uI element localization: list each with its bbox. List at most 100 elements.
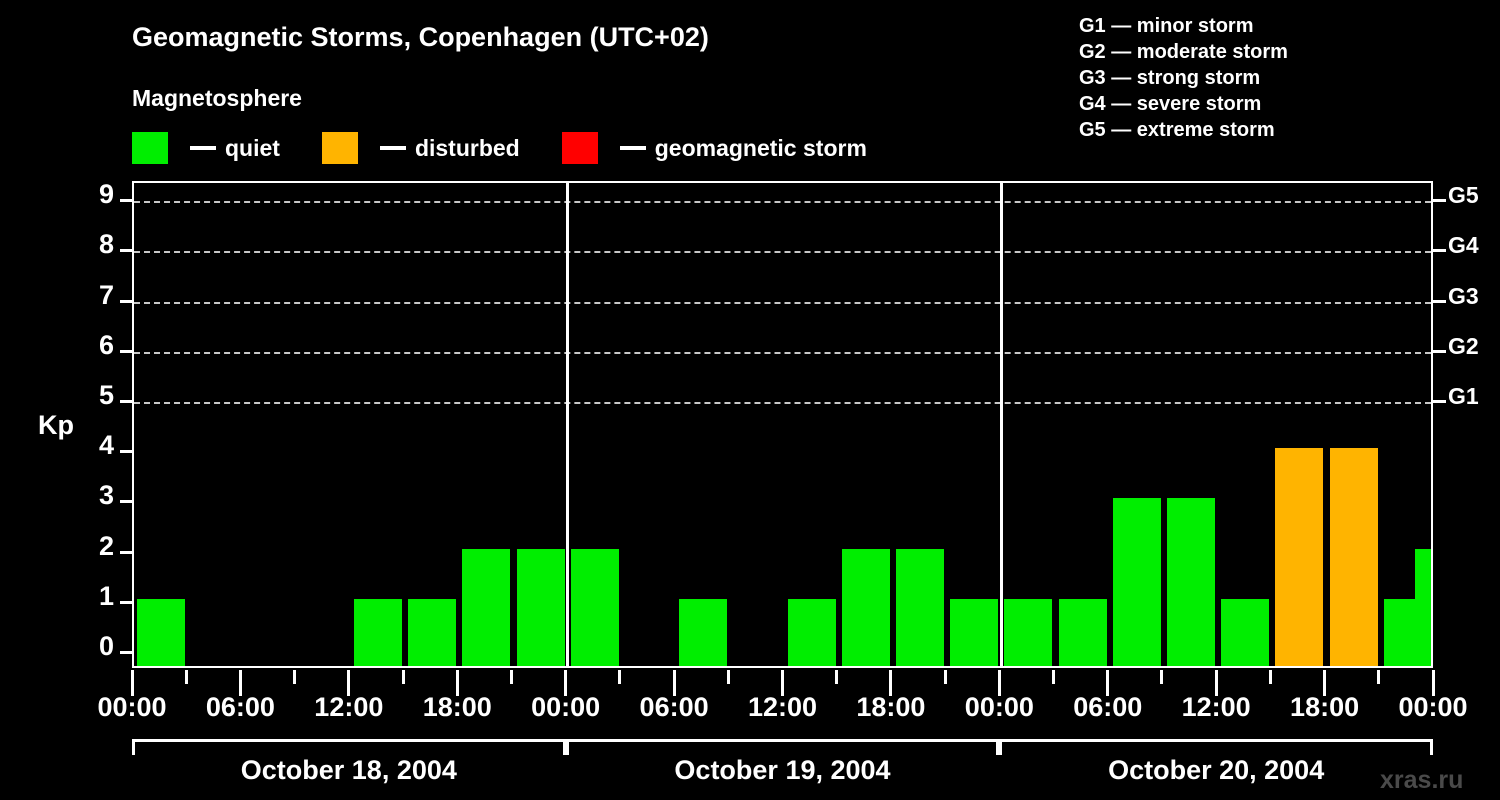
y-tick-label-9: 9	[98, 179, 114, 210]
bar-0600-kp1	[679, 598, 728, 666]
x-tick-19	[1160, 670, 1164, 684]
plot-inner	[134, 183, 1431, 666]
x-tick-9	[618, 670, 622, 684]
x-tick-24	[1431, 670, 1435, 696]
legend-dash-icon	[190, 146, 216, 150]
legend-entry-geomagnetic-storm: geomagnetic storm	[561, 132, 867, 164]
y-tick-label-0: 0	[98, 631, 114, 661]
x-tick-5	[401, 670, 405, 684]
y-tick-7	[120, 299, 133, 303]
bar-1800-kp2	[896, 548, 945, 666]
g-tick-G5	[1433, 199, 1446, 203]
y-tick-label-2: 2	[98, 530, 114, 561]
chart-subtitle: Magnetosphere	[132, 85, 302, 111]
x-tick-23	[1377, 670, 1381, 684]
x-tick-22	[1323, 670, 1327, 696]
x-tick-label-12: 00:00	[1398, 692, 1468, 722]
page-title: Geomagnetic Storms, Copenhagen (UTC+02)	[132, 22, 709, 52]
x-tick-label-4: 00:00	[531, 692, 601, 722]
y-tick-label-8: 8	[98, 229, 114, 260]
bar-0600-kp3	[1112, 498, 1161, 666]
legend-entry-quiet: quiet	[132, 132, 280, 164]
storm-swatch	[561, 132, 598, 164]
day-bracket-3	[999, 739, 1433, 755]
g-axis-label-G3: G3	[1448, 282, 1479, 309]
x-tick-14	[889, 670, 893, 696]
y-tick-6	[120, 349, 133, 353]
y-tick-label-5: 5	[98, 380, 114, 410]
quiet-swatch	[132, 132, 168, 164]
y-tick-label-3: 3	[98, 480, 114, 511]
x-tick-4	[347, 670, 351, 696]
x-tick-2	[238, 670, 242, 696]
g-legend-line-1: G1 — minor storm	[1079, 15, 1254, 37]
g-axis-label-G2: G2	[1448, 332, 1479, 359]
bar-1500-kp4	[1275, 448, 1324, 666]
x-tick-6	[455, 670, 459, 696]
x-tick-13	[835, 670, 839, 684]
x-tick-11	[726, 670, 730, 684]
bar-0000-kp1	[1004, 598, 1053, 666]
x-tick-15	[943, 670, 947, 684]
g-axis-label-G1: G1	[1448, 383, 1479, 409]
bar-1800-kp2	[462, 548, 511, 666]
day-bracket-2	[565, 739, 1000, 755]
y-axis-title: Kp	[38, 410, 74, 440]
bar-0000-kp2	[570, 548, 619, 666]
x-tick-label-10: 12:00	[1181, 692, 1251, 722]
y-tick-2	[120, 550, 133, 554]
x-tick-12	[781, 670, 784, 696]
y-tick-0	[120, 651, 133, 654]
bar-1500-kp1	[408, 598, 457, 666]
y-tick-9	[120, 199, 133, 203]
y-tick-label-6: 6	[98, 329, 114, 360]
day-label-1: October 18, 2004	[240, 755, 457, 785]
bar-0900-kp3	[1167, 498, 1216, 666]
x-tick-10	[672, 670, 676, 696]
x-tick-label-3: 18:00	[422, 692, 492, 722]
g-tick-G2	[1433, 349, 1446, 353]
g-legend-line-3: G3 — strong storm	[1079, 67, 1261, 89]
color-legend: quiet disturbed geomagnetic storm	[132, 132, 909, 164]
x-tick-17	[1052, 670, 1056, 684]
y-tick-label-7: 7	[98, 279, 114, 310]
day-separator	[566, 183, 570, 666]
g-axis-label-G5: G5	[1448, 182, 1479, 209]
y-tick-8	[120, 249, 133, 253]
y-tick-5	[120, 400, 133, 403]
disturbed-swatch	[321, 132, 358, 164]
x-tick-0	[130, 670, 134, 696]
g-legend-line-5: G5 — extreme storm	[1079, 119, 1275, 141]
legend-dash-icon	[379, 146, 406, 150]
x-tick-8	[564, 670, 568, 696]
bar-2100-kp1	[950, 598, 999, 666]
chart-plot-area	[132, 181, 1433, 668]
legend-label: disturbed	[414, 134, 520, 161]
g-tick-G4	[1433, 249, 1446, 253]
gridline-kp-6	[134, 351, 1431, 354]
x-tick-label-8: 00:00	[964, 692, 1034, 722]
bar-0000-kp2	[1415, 548, 1431, 666]
bar-0000-kp1	[137, 598, 186, 666]
y-tick-4	[120, 450, 133, 454]
x-tick-label-6: 12:00	[747, 692, 818, 722]
bar-1500-kp2	[841, 548, 890, 666]
g-legend-line-4: G4 — severe storm	[1079, 93, 1262, 115]
x-tick-3	[293, 670, 297, 684]
x-tick-21	[1268, 670, 1272, 684]
x-tick-label-7: 18:00	[856, 692, 926, 722]
x-tick-1	[184, 670, 188, 684]
legend-label: quiet	[225, 134, 280, 161]
x-tick-label-11: 18:00	[1290, 692, 1360, 722]
bar-2100-kp2	[516, 548, 565, 666]
legend-entry-disturbed: disturbed	[321, 132, 520, 164]
x-tick-18	[1106, 670, 1110, 696]
bar-1200-kp1	[787, 598, 836, 666]
g-tick-G3	[1433, 299, 1446, 303]
gridline-kp-7	[134, 301, 1431, 304]
x-tick-16	[997, 670, 1001, 696]
bar-1800-kp4	[1329, 448, 1378, 666]
x-tick-7	[509, 670, 513, 684]
day-label-2: October 19, 2004	[674, 755, 891, 785]
day-bracket-1	[132, 739, 566, 755]
